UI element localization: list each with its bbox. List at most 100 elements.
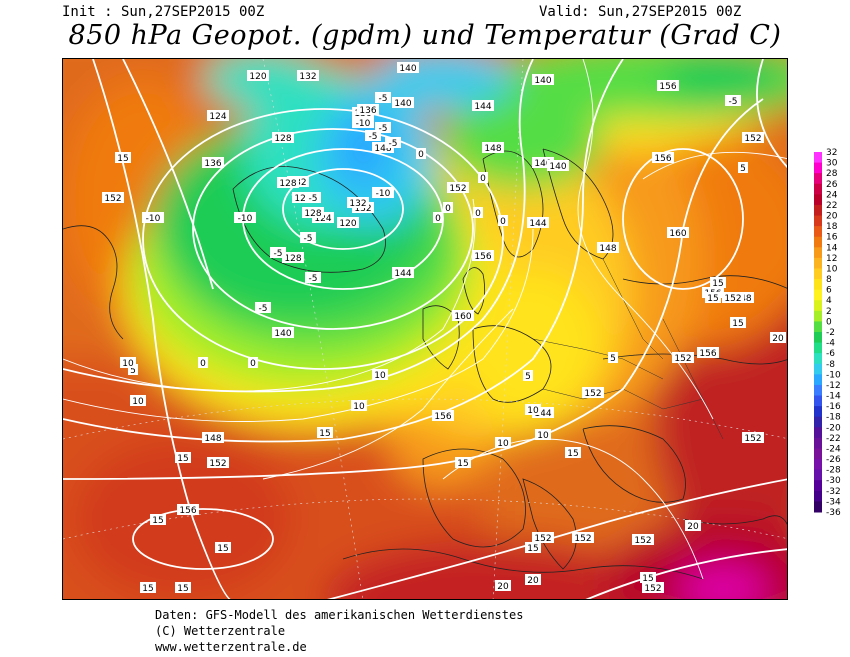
geopotential-label: 152 [644,584,661,594]
credits-url[interactable]: www.wetterzentrale.de [155,640,307,654]
temperature-label-box [770,332,786,343]
temperature-label-box [130,395,146,406]
temperature-label-box [565,447,581,458]
colorbar-swatch [814,480,822,492]
geopotential-label: 152 [574,534,591,544]
temperature-label: 10 [122,359,134,369]
geopotential-label: 144 [474,102,491,112]
colorbar-swatch [814,173,822,185]
temperature-label-box [365,130,381,141]
temperature-label-box [305,192,321,203]
temperature-label-box [305,272,321,283]
colorbar-swatch [814,289,822,301]
temperature-label: -5 [389,139,398,149]
colorbar-swatch [814,257,822,269]
colorbar-tick-label: -14 [826,392,841,402]
colorbar-swatch [814,300,822,312]
geopotential-label: 156 [179,506,196,516]
temperature-label: 0 [200,359,206,369]
temperature-label-box [443,202,453,213]
geopotential-label: 132 [354,204,371,214]
colorbar-tick-label: -30 [826,476,841,486]
geopotential-label: 148 [484,144,501,154]
temperature-label-box [705,292,721,303]
map-title: 850 hPa Geopot. (gpdm) und Temperatur (G… [68,20,782,51]
geopotential-label-box [272,327,294,338]
temperature-label: 5 [525,372,531,382]
temperature-label-box [608,352,618,363]
temperature-label-box [725,95,741,106]
geopotential-label-box [177,504,199,515]
temperature-label-box [738,162,748,173]
temperature-label: 0 [475,209,481,219]
geopotential-label: 136 [359,106,376,116]
temperature-label: -10 [238,214,253,224]
geopotential-label: 152 [634,536,651,546]
geopotential-label: 152 [584,389,601,399]
geopotential-label: 160 [454,312,471,322]
credits-source: Daten: GFS-Modell des amerikanischen Wet… [155,608,524,622]
temperature-label-box [300,232,316,243]
colorbar-swatch [814,162,822,174]
colorbar-tick-label: 2 [826,307,832,317]
colorbar-tick-label: -2 [826,328,835,338]
temperature-label-box [317,427,333,438]
temperature-label-box [525,574,541,585]
geopotential-label-box [582,387,604,398]
colorbar-tick-label: 22 [826,201,837,211]
colorbar-tick-label: -6 [826,349,835,359]
colorbar-swatch [814,353,822,365]
geopotential-label: 124 [314,214,331,224]
temperature-label-box [351,400,367,411]
init-time-label: Init : Sun,27SEP2015 00Z [62,4,265,20]
geopotential-label: 144 [394,269,411,279]
colorbar-swatch [814,342,822,354]
geopotential-label-box [742,132,764,143]
geopotential-label-box [547,160,569,171]
colorbar-swatch [814,459,822,471]
temperature-label-box [175,452,191,463]
colorbar-swatch [814,501,822,513]
geopotential-label-box [347,197,369,208]
temperature-label-box [234,212,256,223]
colorbar-tick-label: 16 [826,233,838,243]
geopotential-label: 128 [279,179,296,189]
geopotential-label-box [742,432,764,443]
colorbar-swatch [814,469,822,481]
geopotential-label: 156 [659,82,676,92]
geopotential-label-box [392,267,414,278]
colorbar-swatch [814,437,822,449]
geopotential-label-box [282,252,304,263]
geopotential-label: 156 [699,349,716,359]
colorbar-swatch [814,395,822,407]
temperature-label: -5 [379,94,388,104]
temperature-label: -5 [309,194,318,204]
temperature-label-box [248,357,258,368]
geopotential-label-box [447,182,469,193]
temperature-label: 15 [319,429,330,439]
geopotential-label-box [277,177,299,188]
geopotential-label-box [697,347,719,358]
temperature-label-box [115,152,131,163]
temperature-label-box [640,572,656,583]
temperature-label: 10 [353,402,365,412]
credits-copyright: (C) Wetterzentrale [155,624,286,638]
colorbar-tick-label: 4 [826,296,832,306]
graticule [63,59,787,599]
temperature-label: -5 [259,304,268,314]
geopotential-label: 152 [674,354,691,364]
geopotential-label-box [392,97,414,108]
geopotential-label: 152 [104,194,121,204]
geopotential-label-box [207,457,229,468]
geopotential-label-box [102,192,124,203]
colorbar-tick-label: 26 [826,180,838,190]
colorbar-tick-label: 28 [826,169,838,179]
geopotential-label: 152 [744,434,761,444]
temperature-label: 15 [217,544,228,554]
colorbar-labels: 32302826242220181614121086420-2-4-6-8-10… [826,148,841,517]
temperature-label: -10 [376,189,391,199]
temperature-label-box [352,117,374,128]
weather-map-canvas: 1201321401401561241281321361281281281241… [63,59,787,599]
geopotential-label-box [397,62,419,73]
temperature-label: 15 [712,279,723,289]
